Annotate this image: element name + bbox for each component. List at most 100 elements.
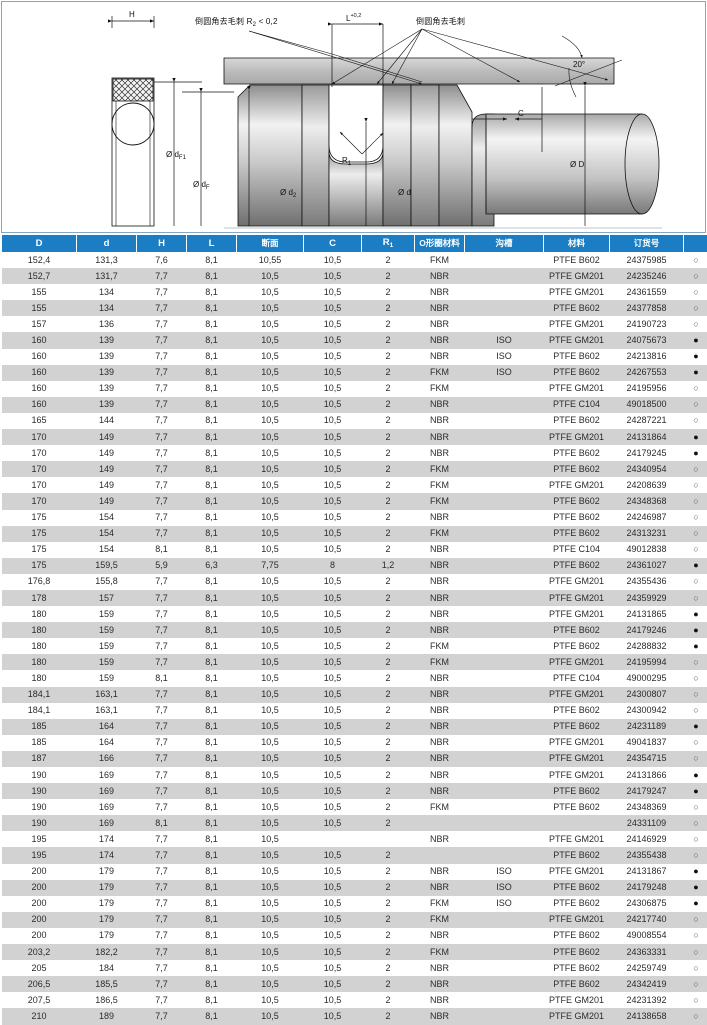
col-header-d[interactable]: d	[77, 235, 137, 252]
col-header-H[interactable]: H	[137, 235, 187, 252]
col-header-oring[interactable]: O形圈材料	[415, 235, 465, 252]
cell-H: 7,6	[137, 252, 187, 268]
col-header-R1[interactable]: R1	[362, 235, 415, 252]
cell-D: 170	[2, 429, 77, 445]
col-header-mark[interactable]	[684, 235, 707, 252]
cell-groove	[465, 670, 544, 686]
cell-H: 7,7	[137, 719, 187, 735]
cell-L: 8,1	[187, 397, 237, 413]
cell-mark	[684, 574, 707, 590]
cell-C: 10,5	[304, 719, 362, 735]
cell-oring: NBR	[415, 831, 465, 847]
cell-D: 200	[2, 928, 77, 944]
cell-oring: NBR	[415, 976, 465, 992]
cell-groove	[465, 622, 544, 638]
cell-order: 24375985	[610, 252, 684, 268]
cell-groove	[465, 783, 544, 799]
cell-material: PTFE GM201	[544, 381, 610, 397]
cell-d: 159,5	[77, 558, 137, 574]
cell-R1: 2	[362, 638, 415, 654]
cell-mark	[684, 880, 707, 896]
col-header-material[interactable]: 材料	[544, 235, 610, 252]
cell-groove	[465, 284, 544, 300]
col-header-C[interactable]: C	[304, 235, 362, 252]
cell-L: 8,1	[187, 284, 237, 300]
cell-material: PTFE B602	[544, 510, 610, 526]
cell-order: 24231189	[610, 719, 684, 735]
cell-L: 8,1	[187, 300, 237, 316]
col-header-groove[interactable]: 沟槽	[465, 235, 544, 252]
cell-H: 7,7	[137, 365, 187, 381]
cell-material: PTFE C104	[544, 670, 610, 686]
col-header-D[interactable]: D	[2, 235, 77, 252]
cell-d: 169	[77, 799, 137, 815]
cell-H: 7,7	[137, 880, 187, 896]
col-header-section[interactable]: 断面	[237, 235, 304, 252]
cell-R1: 2	[362, 815, 415, 831]
cell-material: PTFE GM201	[544, 767, 610, 783]
cell-d: 149	[77, 461, 137, 477]
cell-groove	[465, 397, 544, 413]
cell-material: PTFE GM201	[544, 687, 610, 703]
col-header-order[interactable]: 订货号	[610, 235, 684, 252]
availability-open-icon	[693, 995, 698, 1005]
cell-d: 134	[77, 284, 137, 300]
col-header-L[interactable]: L	[187, 235, 237, 252]
cell-section: 10,5	[237, 703, 304, 719]
cell-oring: NBR	[415, 960, 465, 976]
cell-groove	[465, 703, 544, 719]
cell-H: 7,7	[137, 847, 187, 863]
cell-section: 10,5	[237, 461, 304, 477]
cell-R1: 2	[362, 912, 415, 928]
